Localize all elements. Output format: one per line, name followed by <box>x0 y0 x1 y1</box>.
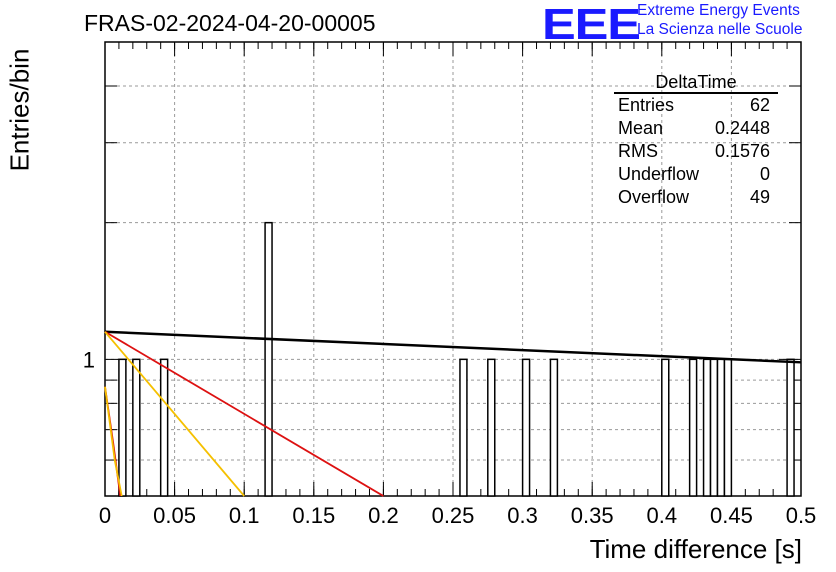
histogram-bar <box>118 358 127 497</box>
x-tick-label: 0.4 <box>647 503 678 528</box>
x-tick-label: 0.25 <box>432 503 475 528</box>
histogram-bar <box>132 358 141 497</box>
histogram-bar <box>661 358 670 497</box>
x-tick-label: 0.1 <box>229 503 260 528</box>
histogram-bar <box>487 358 496 497</box>
histogram-bar <box>159 358 169 497</box>
stats-label: Entries <box>618 95 675 115</box>
stats-value: 62 <box>749 95 770 115</box>
stats-value: 0.1576 <box>714 141 770 161</box>
x-tick-label: 0.35 <box>571 503 614 528</box>
histogram-bar <box>549 358 559 497</box>
histogram-bar <box>521 358 531 497</box>
x-tick-label: 0.5 <box>786 503 817 528</box>
stats-row: Overflow 49 <box>612 186 778 209</box>
histogram-bar <box>786 358 795 497</box>
stats-label: RMS <box>618 141 658 161</box>
stats-value: 49 <box>749 187 770 207</box>
histogram-bar <box>688 358 698 497</box>
y-axis-label: Entries/bin <box>4 48 35 172</box>
fit-curve-yellow <box>104 386 123 497</box>
fit-curve-red <box>104 331 384 497</box>
stats-title: DeltaTime <box>614 72 778 94</box>
stats-row: RMS 0.1576 <box>612 140 778 163</box>
stats-row: Underflow 0 <box>612 163 778 186</box>
logo-line-2: La Scienza nelle Scuole <box>637 21 803 38</box>
stats-label: Mean <box>618 118 664 138</box>
stats-label: Underflow <box>618 164 700 184</box>
x-tick-label: 0.3 <box>507 503 538 528</box>
x-tick-label: 0 <box>99 503 111 528</box>
histogram-bar <box>723 358 733 497</box>
stats-value: 0.2448 <box>714 118 770 138</box>
fit-curves <box>104 330 802 497</box>
histogram-bar <box>709 358 719 497</box>
stats-row: Entries 62 <box>612 94 778 117</box>
eee-logo: EEE <box>542 0 641 49</box>
stats-row: Mean 0.2448 <box>612 117 778 140</box>
stats-label: Overflow <box>618 187 690 207</box>
x-tick-label: 0.2 <box>368 503 399 528</box>
histogram-bar <box>702 358 712 497</box>
histogram-bar <box>459 358 468 497</box>
run-title: FRAS-02-2024-04-20-00005 <box>84 10 376 36</box>
x-tick-label: 0.45 <box>710 503 753 528</box>
fit-curve-yellow <box>104 331 245 497</box>
x-axis-label: Time difference [s] <box>589 534 802 564</box>
logo-line-1: Extreme Energy Events <box>637 2 800 19</box>
histogram-bars <box>118 221 795 497</box>
tick-labels: 0 0.05 0.1 0.15 0.2 0.25 0.3 0.35 0.4 0.45 0.5 1 <box>83 347 817 528</box>
stats-box: DeltaTime Entries 62 Mean 0.2448 RMS 0.1… <box>612 72 778 209</box>
y-tick-label: 1 <box>83 347 95 372</box>
stats-value: 0 <box>759 164 770 184</box>
histogram-bar <box>716 358 726 497</box>
fit-curve-black <box>104 330 802 364</box>
x-tick-label: 0.05 <box>153 503 196 528</box>
x-tick-label: 0.15 <box>292 503 335 528</box>
histogram-bar <box>264 221 273 497</box>
